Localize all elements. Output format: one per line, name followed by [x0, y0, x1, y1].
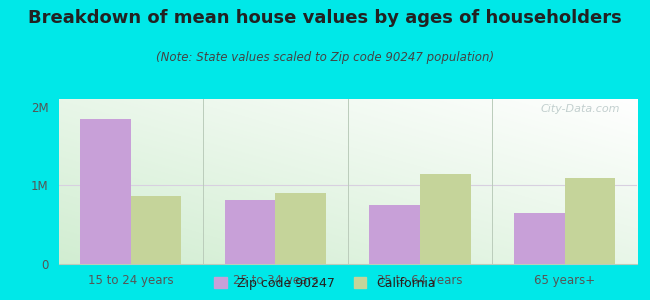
Bar — [565, 178, 616, 264]
Text: City-Data.com: City-Data.com — [540, 104, 619, 114]
Text: Breakdown of mean house values by ages of householders: Breakdown of mean house values by ages o… — [28, 9, 622, 27]
Legend: Zip code 90247, California: Zip code 90247, California — [211, 273, 439, 294]
Bar — [369, 205, 420, 264]
Bar — [420, 174, 471, 264]
Bar — [80, 118, 131, 264]
Bar — [225, 200, 276, 264]
Bar — [131, 196, 181, 264]
Bar — [514, 213, 565, 264]
Text: (Note: State values scaled to Zip code 90247 population): (Note: State values scaled to Zip code 9… — [156, 51, 494, 64]
Bar — [276, 193, 326, 264]
